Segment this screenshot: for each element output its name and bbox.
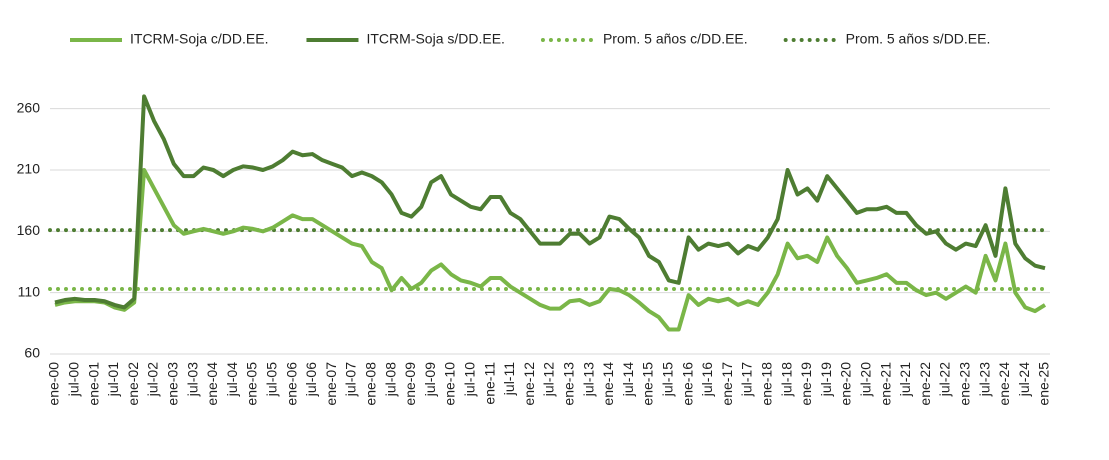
x-tick-label: jul-09	[422, 362, 438, 397]
x-tick-label: ene-23	[957, 362, 973, 406]
x-tick-label: jul-01	[105, 362, 121, 397]
series-line	[54, 168, 1047, 332]
x-tick-label: ene-20	[838, 362, 854, 406]
x-tick-label: ene-22	[917, 362, 933, 406]
x-tick-label: jul-04	[224, 362, 240, 397]
x-tick-label: jul-17	[739, 362, 755, 397]
legend-label: ITCRM-Soja s/DD.EE.	[366, 31, 504, 47]
x-tick-label: jul-08	[382, 362, 398, 397]
x-tick-label: ene-16	[679, 362, 695, 406]
x-tick-label: ene-25	[1036, 362, 1052, 406]
x-tick-label: jul-11	[501, 362, 517, 396]
x-tick-label: ene-05	[244, 362, 260, 406]
x-tick-label: ene-00	[46, 362, 62, 406]
x-tick-label: ene-08	[363, 362, 379, 406]
x-tick-label: jul-24	[1016, 362, 1032, 397]
x-tick-label: ene-04	[204, 362, 220, 406]
legend-label: Prom. 5 años s/DD.EE.	[846, 31, 991, 47]
x-tick-label: jul-02	[145, 362, 161, 397]
x-tick-label: jul-05	[264, 362, 280, 397]
x-tick-label: jul-21	[897, 362, 913, 397]
x-tick-label: jul-22	[937, 362, 953, 397]
x-tick-label: jul-16	[699, 362, 715, 397]
x-tick-label: jul-15	[660, 362, 676, 397]
x-tick-label: jul-07	[343, 362, 359, 397]
x-tick-label: jul-23	[976, 362, 992, 397]
x-tick-label: jul-00	[66, 362, 82, 397]
x-tick-label: ene-03	[165, 362, 181, 406]
x-tick-label: jul-20	[858, 362, 874, 397]
x-tick-label: jul-13	[580, 362, 596, 397]
x-tick-label: ene-09	[402, 362, 418, 406]
y-tick-label: 110	[18, 283, 41, 299]
legend-label: Prom. 5 años c/DD.EE.	[603, 31, 748, 47]
x-tick-label: ene-06	[283, 362, 299, 406]
x-tick-label: ene-02	[125, 362, 141, 406]
x-tick-label: jul-19	[818, 362, 834, 397]
y-tick-label: 210	[17, 161, 41, 177]
y-tick-label: 60	[24, 345, 40, 361]
x-tick-label: jul-10	[462, 362, 478, 397]
x-tick-label: ene-10	[442, 362, 458, 406]
y-tick-label: 160	[17, 222, 41, 238]
x-tick-label: jul-06	[303, 362, 319, 397]
x-tick-label: jul-12	[541, 362, 557, 397]
x-tick-label: ene-19	[798, 362, 814, 406]
x-tick-label: ene-11	[481, 362, 497, 405]
x-tick-label: ene-24	[996, 362, 1012, 406]
x-tick-label: ene-15	[640, 362, 656, 406]
x-tick-label: ene-21	[877, 362, 893, 406]
x-tick-label: ene-12	[521, 362, 537, 406]
x-tick-label: ene-07	[323, 362, 339, 406]
x-tick-label: ene-13	[561, 362, 577, 406]
x-tick-label: ene-01	[85, 362, 101, 406]
x-tick-label: jul-14	[620, 362, 636, 397]
x-tick-label: jul-18	[778, 362, 794, 397]
x-tick-label: ene-18	[759, 362, 775, 406]
x-tick-label: jul-03	[184, 362, 200, 397]
x-tick-label: ene-14	[600, 362, 616, 406]
legend-label: ITCRM-Soja c/DD.EE.	[130, 31, 268, 47]
x-tick-label: ene-17	[719, 362, 735, 406]
y-tick-label: 260	[17, 99, 41, 115]
series-line	[54, 94, 1046, 310]
